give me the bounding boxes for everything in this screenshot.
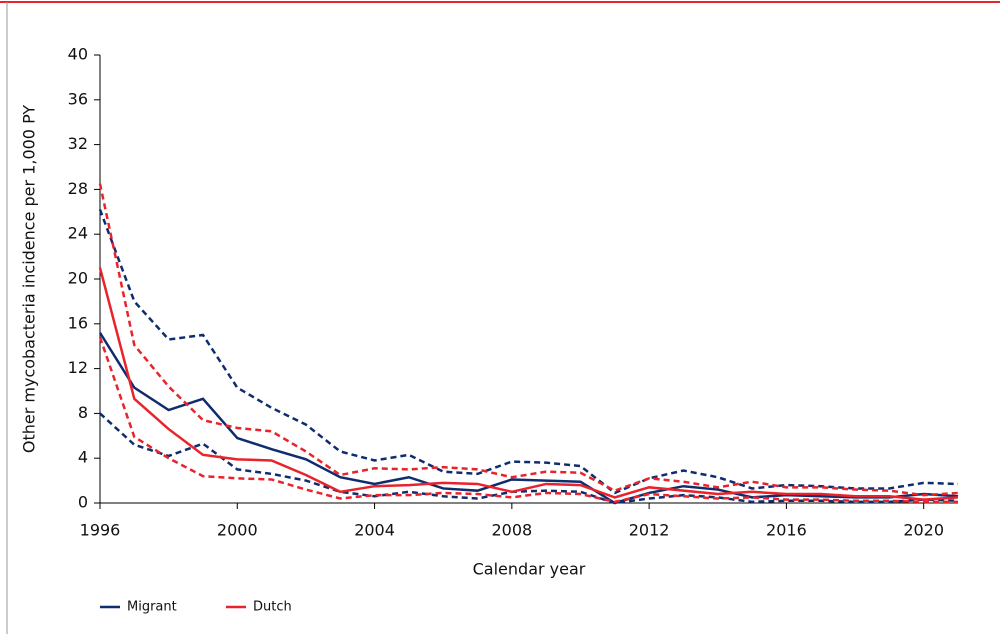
y-tick-label: 36 <box>68 89 88 108</box>
y-tick-label: 12 <box>68 358 88 377</box>
x-tick-label: 2008 <box>491 521 532 540</box>
legend-label: Migrant <box>127 600 177 615</box>
y-tick-label: 4 <box>78 448 88 467</box>
y-tick-label: 16 <box>68 313 88 332</box>
series-line <box>98 332 959 505</box>
y-axis-title: Other mycobacteria incidence per 1,000 P… <box>20 105 39 453</box>
ci-lower-line <box>98 336 958 504</box>
y-tick-label: 0 <box>78 493 88 512</box>
y-tick-label: 8 <box>78 403 88 422</box>
y-tick-label: 32 <box>68 134 88 153</box>
x-tick-label: 2004 <box>354 521 395 540</box>
x-axis-title: Calendar year <box>473 560 586 579</box>
y-tick-label: 24 <box>68 224 88 243</box>
x-tick-label: 1996 <box>80 521 121 540</box>
ci-upper-line <box>98 209 959 495</box>
y-tick-label: 28 <box>68 179 88 198</box>
x-tick-label: 2020 <box>903 521 944 540</box>
y-tick-label: 40 <box>68 45 88 64</box>
x-tick-label: 2012 <box>629 521 670 540</box>
legend-label: Dutch <box>253 600 292 615</box>
x-tick-label: 2016 <box>766 521 807 540</box>
series-line <box>98 267 959 501</box>
ci-upper-line <box>98 183 959 497</box>
y-tick-label: 20 <box>68 269 88 288</box>
x-tick-label: 2000 <box>217 521 258 540</box>
